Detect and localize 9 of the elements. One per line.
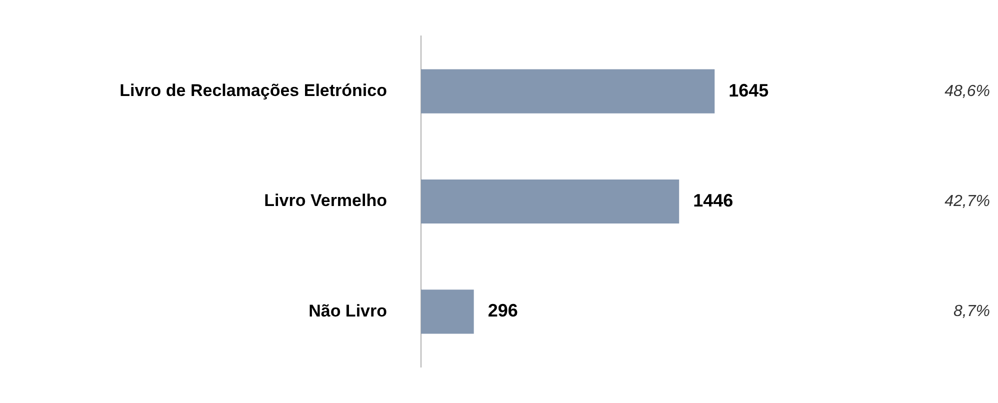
y-tick-label: Não Livro bbox=[308, 301, 387, 320]
data-label: 1446 bbox=[693, 190, 734, 210]
data-label: 296 bbox=[488, 300, 518, 321]
text: 42,7% bbox=[944, 192, 990, 210]
text: 8,7% bbox=[954, 303, 990, 320]
y-tick-label: Livro Vermelho bbox=[264, 191, 387, 210]
text: 48,6% bbox=[944, 82, 990, 100]
y-tick-label: Livro de Reclamações Eletrónico bbox=[120, 80, 387, 100]
data-label: 1645 bbox=[728, 80, 769, 100]
